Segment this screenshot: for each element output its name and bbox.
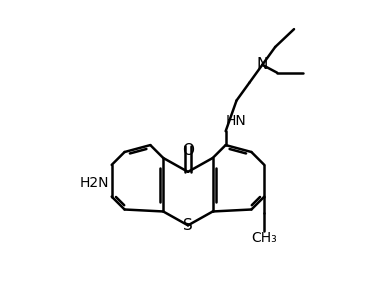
Text: N: N <box>257 57 268 72</box>
Text: CH₃: CH₃ <box>251 231 277 245</box>
Text: HN: HN <box>226 114 246 128</box>
Text: O: O <box>182 143 194 158</box>
Text: S: S <box>183 218 193 233</box>
Text: H2N: H2N <box>79 176 109 190</box>
